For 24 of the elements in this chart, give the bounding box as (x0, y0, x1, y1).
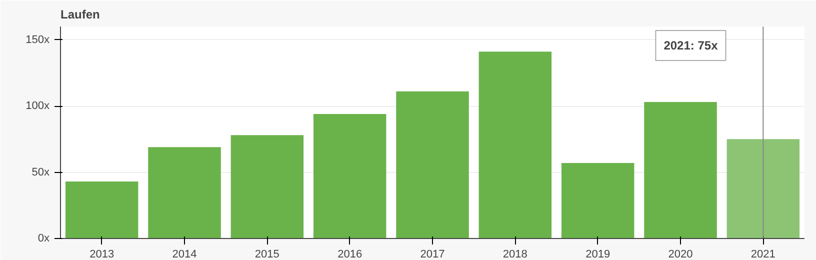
bar (230, 135, 304, 238)
bar (313, 114, 386, 238)
x-tick-label: 2021 (750, 248, 776, 260)
x-tick-label: 2014 (172, 248, 197, 260)
bar (726, 139, 800, 238)
bar (396, 91, 469, 238)
bar (478, 52, 552, 238)
bar (65, 182, 138, 238)
y-tick-label: 0x (38, 232, 50, 244)
annotation: 2021: 75x (664, 38, 718, 52)
chart-title: Laufen (60, 8, 100, 22)
bar (644, 102, 717, 238)
y-tick-label: 150x (26, 34, 50, 46)
bar (561, 162, 634, 238)
bar (148, 147, 221, 238)
x-tick-label: 2020 (668, 248, 693, 260)
y-tick-label: 50x (32, 166, 50, 178)
x-tick-label: 2015 (254, 248, 280, 260)
x-tick-label: 2013 (90, 248, 114, 260)
x-tick-label: 2019 (586, 248, 610, 260)
y-tick-label: 100x (26, 100, 50, 112)
x-tick-label: 2018 (502, 248, 528, 260)
x-tick-label: 2017 (420, 248, 445, 260)
x-tick-label: 2016 (338, 248, 362, 260)
